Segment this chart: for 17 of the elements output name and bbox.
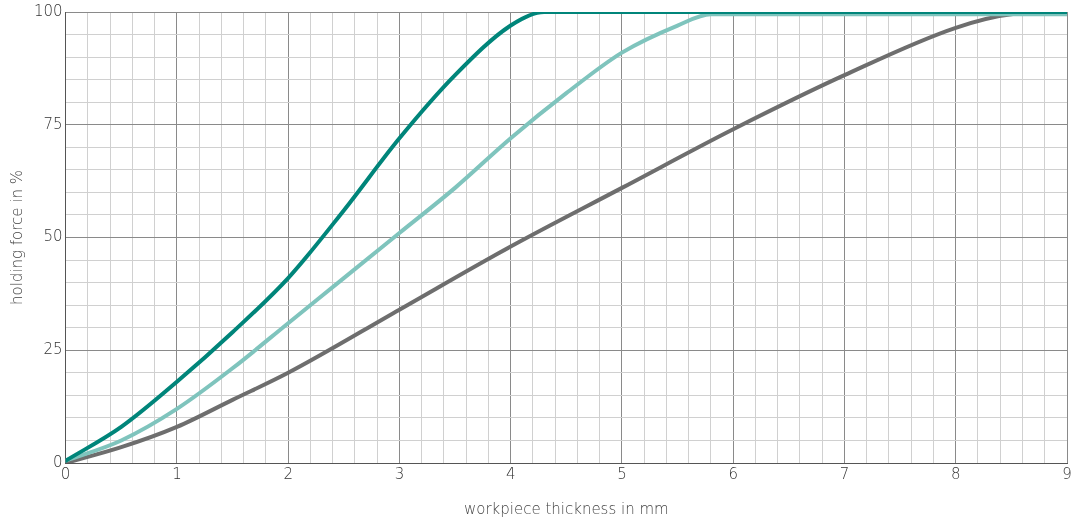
y-axis-title: holding force in % — [7, 169, 26, 306]
y-tick-label: 75 — [43, 114, 63, 133]
y-tick-label: 100 — [33, 1, 63, 20]
x-tick-label: 3 — [394, 464, 405, 483]
y-tick-label: 50 — [43, 227, 63, 246]
y-tick-label: 0 — [53, 452, 63, 471]
x-tick-label: 7 — [839, 464, 850, 483]
x-axis-title: workpiece thickness in mm — [463, 499, 669, 518]
x-tick-label: 4 — [505, 464, 516, 483]
x-tick-label: 9 — [1062, 464, 1072, 483]
line-series — [65, 12, 1067, 463]
x-tick-label: 6 — [728, 464, 738, 483]
x-tick-label: 8 — [950, 464, 961, 483]
x-tick-label: 1 — [172, 464, 182, 483]
x-tick-label: 5 — [617, 464, 627, 483]
y-tick-label: 25 — [43, 340, 63, 359]
x-tick-label: 2 — [283, 464, 293, 483]
